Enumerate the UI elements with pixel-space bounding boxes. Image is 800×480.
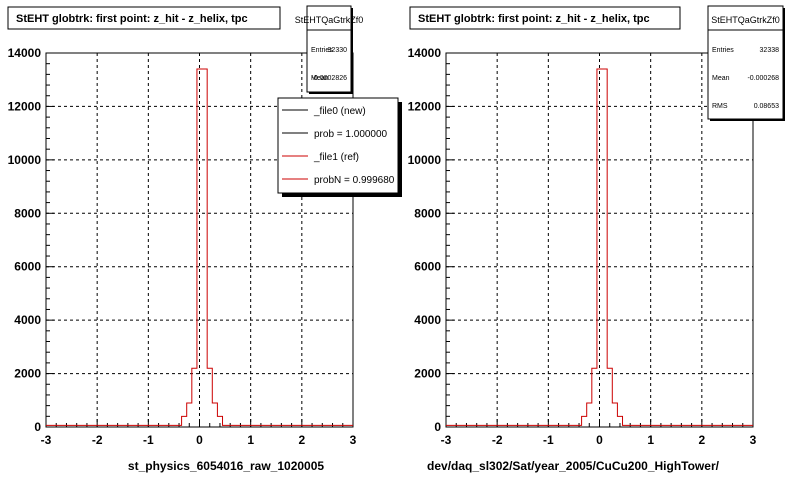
x-tick-label: -2 bbox=[92, 433, 103, 447]
stats-label: Mean bbox=[712, 75, 730, 82]
x-tick-label: 1 bbox=[247, 433, 254, 447]
x-tick-label: -3 bbox=[41, 433, 52, 447]
stats-name: StEHTQaGtrkZf0 bbox=[295, 15, 364, 25]
legend-box bbox=[277, 97, 399, 194]
legend-label: _file0 (new) bbox=[313, 106, 366, 117]
y-axis-ticks bbox=[46, 52, 54, 428]
stats-value: 32330 bbox=[328, 47, 348, 54]
stats-box bbox=[306, 5, 352, 93]
x-tick-label: -1 bbox=[143, 433, 154, 447]
x-axis-label: dev/daq_sl302/Sat/year_2005/CuCu200_High… bbox=[427, 459, 720, 473]
panel-2: -3 -2 -1 0 1 2 3 0 2000 4000 6000 8000 10000 12000 140… bbox=[408, 5, 785, 473]
stats-value: 0.08653 bbox=[754, 103, 779, 110]
y-axis-ticks bbox=[446, 52, 454, 428]
y-tick-label: 8000 bbox=[414, 206, 441, 220]
x-tick-label: -2 bbox=[492, 433, 503, 447]
x-tick-label: 0 bbox=[196, 433, 203, 447]
x-gridlines bbox=[496, 53, 703, 427]
y-tick-label: 8000 bbox=[14, 206, 41, 220]
stats-label: Entries bbox=[712, 47, 734, 54]
x-tick-label: 1 bbox=[647, 433, 654, 447]
x-tick-label: 2 bbox=[298, 433, 305, 447]
stats-name: StEHTQaGtrkZf0 bbox=[711, 15, 780, 25]
y-tick-label: 6000 bbox=[14, 260, 41, 274]
y-tick-label: 10000 bbox=[8, 153, 42, 167]
histogram-series-1 bbox=[46, 68, 353, 426]
stats-value: -0.000268 bbox=[747, 75, 779, 82]
y-tick-label: 4000 bbox=[14, 313, 41, 327]
x-tick-label: 3 bbox=[750, 433, 757, 447]
stats-label: Mean bbox=[311, 75, 329, 82]
legend-label: probN = 0.999680 bbox=[314, 175, 395, 186]
x-gridlines bbox=[96, 53, 303, 427]
stats-label: RMS bbox=[712, 103, 728, 110]
y-tick-label: 10000 bbox=[408, 153, 442, 167]
y-tick-label: 14000 bbox=[8, 46, 42, 60]
legend-label: prob = 1.000000 bbox=[314, 129, 388, 140]
chart-title: StEHT globtrk: first point: z_hit - z_he… bbox=[16, 13, 248, 25]
stats-value: 32338 bbox=[760, 47, 780, 54]
y-tick-label: 2000 bbox=[414, 367, 441, 381]
y-tick-label: 0 bbox=[434, 420, 441, 434]
panel-1: -3 -2 -1 0 1 2 3 0 2000 4000 6000 8000 10000 12000 140… bbox=[7, 5, 402, 473]
x-tick-label: -1 bbox=[543, 433, 554, 447]
y-tick-label: 14000 bbox=[408, 46, 442, 60]
histogram-series-1 bbox=[446, 68, 753, 426]
title-box bbox=[409, 6, 681, 30]
x-tick-label: 0 bbox=[596, 433, 603, 447]
stats-value: -0.0002826 bbox=[312, 75, 348, 82]
x-tick-label: 2 bbox=[698, 433, 705, 447]
y-tick-label: 12000 bbox=[8, 99, 42, 113]
y-tick-label: 0 bbox=[34, 420, 41, 434]
y-tick-label: 2000 bbox=[14, 367, 41, 381]
chart-title: StEHT globtrk: first point: z_hit - z_he… bbox=[418, 13, 650, 25]
title-box bbox=[7, 6, 281, 30]
x-tick-label: -3 bbox=[441, 433, 452, 447]
x-axis-label: st_physics_6054016_raw_1020005 bbox=[128, 459, 324, 473]
x-tick-label: 3 bbox=[350, 433, 357, 447]
y-tick-label: 6000 bbox=[414, 260, 441, 274]
y-tick-label: 4000 bbox=[414, 313, 441, 327]
stats-box bbox=[707, 5, 784, 120]
stats-label: Entries bbox=[311, 47, 333, 54]
legend-label: _file1 (ref) bbox=[313, 152, 359, 163]
y-tick-label: 12000 bbox=[408, 99, 442, 113]
